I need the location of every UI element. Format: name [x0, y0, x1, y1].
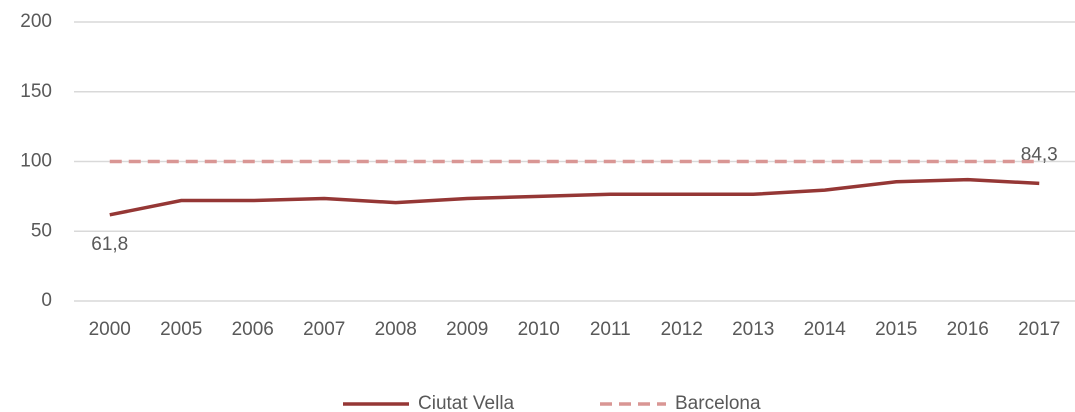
x-tick-label: 2012 [661, 319, 703, 340]
x-tick-label: 2000 [89, 319, 131, 340]
x-tick-label: 2015 [875, 319, 917, 340]
x-tick-label: 2007 [303, 319, 345, 340]
y-tick-label: 0 [41, 290, 52, 311]
x-tick-label: 2016 [947, 319, 989, 340]
x-tick-label: 2013 [732, 319, 774, 340]
y-tick-label: 100 [20, 151, 52, 172]
x-tick-label: 2011 [590, 319, 631, 340]
x-tick-label: 2009 [446, 319, 488, 340]
legend-label: Ciutat Vella [418, 393, 515, 412]
x-tick-label: 2010 [518, 319, 560, 340]
legend-label: Barcelona [675, 393, 761, 412]
x-tick-label: 2005 [160, 319, 202, 340]
y-tick-label: 50 [31, 220, 52, 241]
y-tick-label: 200 [20, 11, 52, 32]
y-tick-label: 150 [20, 81, 52, 102]
data-label: 61,8 [91, 234, 128, 255]
x-tick-label: 2006 [232, 319, 274, 340]
x-tick-label: 2017 [1018, 319, 1060, 340]
x-tick-label: 2014 [804, 319, 847, 340]
line-series [109, 177, 1040, 217]
x-tick-label: 2008 [375, 319, 417, 340]
